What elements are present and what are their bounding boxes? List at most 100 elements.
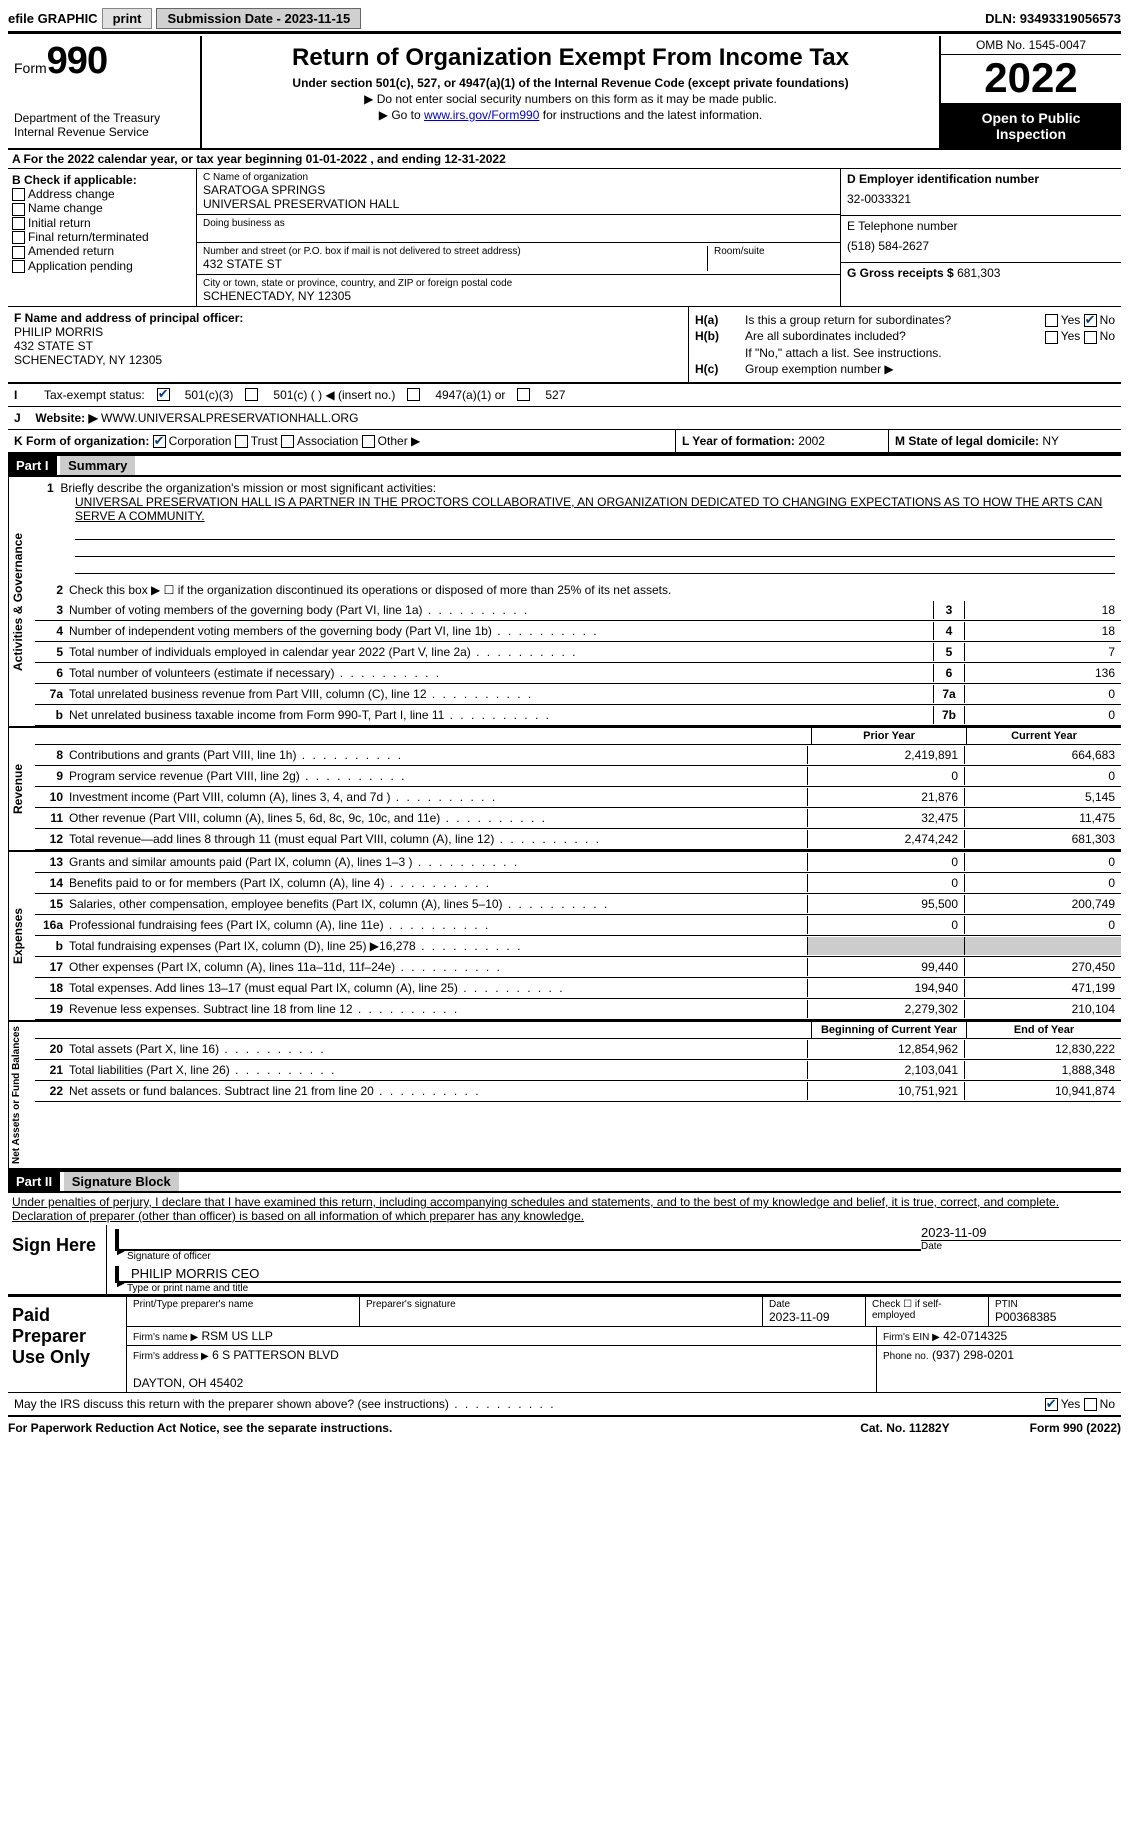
col-d-ein: D Employer identification number 32-0033… [840,169,1121,306]
col-c-org: C Name of organization SARATOGA SPRINGS … [197,169,840,306]
ha-text: Is this a group return for subordinates? [745,313,951,327]
ein-value: 32-0033321 [847,186,1115,212]
f-label: F Name and address of principal officer: [14,311,682,325]
summary-line: 12Total revenue—add lines 8 through 11 (… [35,829,1121,850]
city-label: City or town, state or province, country… [203,278,834,289]
form-footer: Form 990 (2022) [1030,1421,1121,1435]
form-number: 990 [47,40,107,83]
paid-prep-label: Paid Preparer Use Only [8,1297,127,1392]
form-header: Form 990 Department of the Treasury Inte… [8,36,1121,150]
chk-501c[interactable] [245,388,258,401]
side-activities: Activities & Governance [8,477,35,726]
sig-label: Signature of officer [107,1251,921,1262]
phone-label: E Telephone number [847,219,1115,233]
org-name: SARATOGA SPRINGS UNIVERSAL PRESERVATION … [203,183,834,211]
row-a-period: A For the 2022 calendar year, or tax yea… [8,150,1121,169]
checkbox-addr-change[interactable] [12,188,25,201]
arrow-icon: ▶ [379,108,392,122]
beg-year-header: Beginning of Current Year [811,1022,966,1038]
m-val: NY [1042,434,1059,448]
side-netassets: Net Assets or Fund Balances [8,1022,35,1168]
hb-yes[interactable] [1045,331,1058,344]
ha-no[interactable] [1084,314,1097,327]
l-label: L Year of formation: [682,434,795,448]
hb-text: Are all subordinates included? [745,329,906,343]
gross-value: 681,303 [957,266,1000,280]
officer-name: PHILIP MORRIS [14,325,682,339]
f-block: F Name and address of principal officer:… [8,307,689,382]
summary-line: 20Total assets (Part X, line 16)12,854,9… [35,1039,1121,1060]
col-b-checkboxes: B Check if applicable: Address change Na… [8,169,197,306]
line2: Check this box ▶ ☐ if the organization d… [69,583,1121,597]
checkbox-app-pending[interactable] [12,260,25,273]
date-label: Date [921,1240,1121,1252]
chk-other[interactable] [362,435,375,448]
summary-line: 14Benefits paid to or for members (Part … [35,873,1121,894]
summary-line: 16aProfessional fundraising fees (Part I… [35,915,1121,936]
checkbox-final[interactable] [12,231,25,244]
summary-line: 13Grants and similar amounts paid (Part … [35,852,1121,873]
summary-line: bTotal fundraising expenses (Part IX, co… [35,936,1121,957]
summary-line: 4Number of independent voting members of… [35,621,1121,642]
part1-title: Summary [60,456,135,475]
checkbox-name-change[interactable] [12,203,25,216]
k-label: K Form of organization: [14,434,149,448]
checkbox-initial[interactable] [12,217,25,230]
chk-527[interactable] [517,388,530,401]
mission-text: UNIVERSAL PRESERVATION HALL IS A PARTNER… [75,495,1115,523]
col-b-header: B Check if applicable: [12,173,192,187]
summary-line: 7aTotal unrelated business revenue from … [35,684,1121,705]
summary-line: 19Revenue less expenses. Subtract line 1… [35,999,1121,1020]
current-year-header: Current Year [966,728,1121,744]
part1-header: Part I [8,456,57,475]
declaration: Under penalties of perjury, I declare th… [8,1193,1121,1225]
chk-assoc[interactable] [281,435,294,448]
summary-line: 22Net assets or fund balances. Subtract … [35,1081,1121,1102]
paperwork-notice: For Paperwork Reduction Act Notice, see … [8,1421,860,1435]
h-block: H(a) Is this a group return for subordin… [689,307,1121,382]
summary-line: bNet unrelated business taxable income f… [35,705,1121,726]
gross-label: G Gross receipts $ [847,266,954,280]
phone-value: (518) 584-2627 [847,233,1115,259]
part2-header: Part II [8,1172,60,1191]
side-revenue: Revenue [8,728,35,850]
checkbox-amended[interactable] [12,246,25,259]
j-label: J [14,411,32,425]
summary-line: 17Other expenses (Part IX, column (A), l… [35,957,1121,978]
ha-yes[interactable] [1045,314,1058,327]
chk-4947[interactable] [407,388,420,401]
note2-prefix: Go to [391,108,424,122]
summary-line: 3Number of voting members of the governi… [35,600,1121,621]
street-addr: 432 STATE ST [203,257,707,271]
submission-date: Submission Date - 2023-11-15 [156,8,361,29]
dba-label: Doing business as [203,218,834,229]
hb-note: If "No," attach a list. See instructions… [695,346,1115,360]
city-state: SCHENECTADY, NY 12305 [203,289,834,303]
sign-here-label: Sign Here [8,1225,107,1294]
chk-501c3[interactable] [157,388,170,401]
info-grid: B Check if applicable: Address change Na… [8,169,1121,307]
open-public: Open to Public Inspection [941,104,1121,148]
m-label: M State of legal domicile: [895,434,1039,448]
irs-link[interactable]: www.irs.gov/Form990 [424,108,539,122]
main-title: Return of Organization Exempt From Incom… [210,44,931,72]
summary-line: 8Contributions and grants (Part VIII, li… [35,745,1121,766]
part2-title: Signature Block [64,1172,179,1191]
hb-no[interactable] [1084,331,1097,344]
chk-corp[interactable] [153,435,166,448]
print-button[interactable]: print [102,8,153,29]
discuss-yes[interactable] [1045,1398,1058,1411]
org-name-label: C Name of organization [203,172,834,183]
dln: DLN: 93493319056573 [985,11,1121,26]
side-expenses: Expenses [8,852,35,1020]
summary-line: 5Total number of individuals employed in… [35,642,1121,663]
chk-trust[interactable] [235,435,248,448]
sig-date: 2023-11-09 [921,1225,1121,1240]
end-year-header: End of Year [966,1022,1121,1038]
tax-year: 2022 [941,55,1121,104]
summary-line: 21Total liabilities (Part X, line 26)2,1… [35,1060,1121,1081]
l-val: 2002 [798,434,825,448]
room-label: Room/suite [714,246,834,257]
form-label: Form [14,60,47,76]
discuss-no[interactable] [1084,1398,1097,1411]
